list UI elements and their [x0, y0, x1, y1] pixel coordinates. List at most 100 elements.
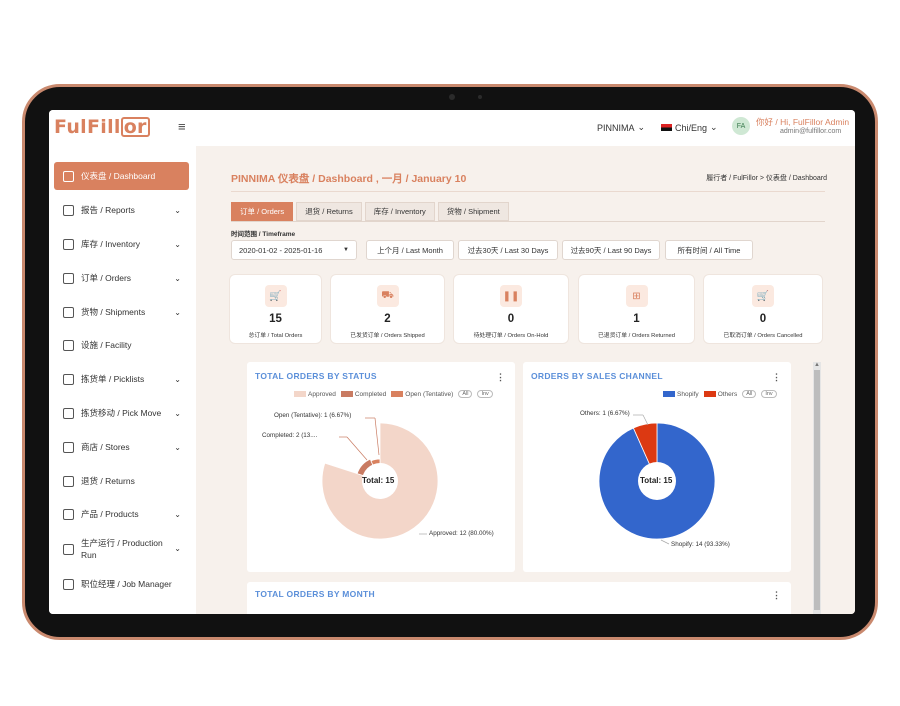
legend-item-others[interactable]: Others: [703, 390, 737, 398]
slice-label-completed: Completed: 2 (13....: [262, 432, 318, 439]
timeframe-label: 时间范围 / Timeframe: [231, 231, 296, 238]
tab-orders[interactable]: 订单 / Orders: [231, 202, 294, 221]
more-options-icon[interactable]: ⋮: [496, 372, 505, 382]
returns-icon: [63, 475, 74, 487]
sidebar-item-label: 设施 / Facility: [81, 340, 132, 350]
language-selector[interactable]: Chi/Eng ⌄: [661, 122, 718, 133]
sidebar-item-label: 产品 / Products: [81, 509, 139, 519]
sidebar-item-facility[interactable]: 设施 / Facility: [54, 331, 189, 359]
avatar[interactable]: FA: [732, 117, 750, 135]
sidebar-item-pick-move[interactable]: 拣货移动 / Pick Move ⌄: [54, 399, 189, 427]
legend-item-open-tentative[interactable]: Open (Tentative): [391, 391, 453, 398]
tab-shipment[interactable]: 货物 / Shipment: [437, 202, 509, 221]
stat-card-orders-cancelled[interactable]: 🛒 0 已取消订单 / Orders Cancelled: [703, 274, 823, 344]
scroll-up-icon: ▲: [814, 362, 820, 368]
picklists-icon: [63, 373, 74, 385]
sidebar-item-returns[interactable]: 退货 / Returns: [54, 467, 189, 495]
label-leader: [346, 436, 368, 461]
chevron-down-icon: ⌄: [174, 374, 181, 384]
org-name: PINNIMA: [597, 122, 635, 133]
last-30-days-button[interactable]: 过去30天 / Last 30 Days: [458, 240, 558, 260]
orders-icon: [63, 272, 74, 284]
sidebar: 仪表盘 / Dashboard 报告 / Reports ⌄ 库存 / Inve…: [49, 146, 196, 614]
legend-all-pill[interactable]: All: [742, 390, 757, 398]
cart-icon: 🛒: [264, 285, 287, 307]
stat-card-orders-returned[interactable]: ⊞ 1 已退货订单 / Orders Returned: [578, 274, 695, 344]
legend-all-pill[interactable]: All: [458, 390, 473, 398]
tab-inventory[interactable]: 库存 / Inventory: [364, 202, 435, 221]
pie-center-hole: [362, 463, 398, 499]
sidebar-item-inventory[interactable]: 库存 / Inventory ⌄: [54, 230, 189, 258]
reports-icon: [63, 204, 74, 216]
legend-label: Completed: [354, 390, 387, 398]
language-label: Chi/Eng: [675, 122, 708, 133]
tab-bar: 订单 / Orders 退货 / Returns 库存 / Inventory …: [231, 202, 509, 221]
sidebar-item-label: 拣货移动 / Pick Move: [81, 408, 162, 418]
production-icon: [63, 543, 74, 555]
legend-swatch: [703, 390, 716, 397]
stat-label: 已发货订单 / Orders Shipped: [350, 333, 425, 339]
sidebar-item-products[interactable]: 产品 / Products ⌄: [54, 500, 189, 528]
last-month-button[interactable]: 上个月 / Last Month: [366, 240, 454, 260]
logo-boxed-text: or: [120, 117, 150, 137]
slice-label-shopify: Shopify: 14 (93.33%): [671, 541, 730, 548]
legend-inv-pill[interactable]: Inv: [761, 390, 777, 398]
top-bar: FulFill or ≡ PINNIMA ⌄ Chi/Eng ⌄ FA 你好 / …: [49, 110, 855, 146]
stat-card-orders-shipped[interactable]: ⛟ 2 已发货订单 / Orders Shipped: [330, 274, 445, 344]
chevron-down-icon: ⌄: [174, 307, 181, 317]
legend-item-shopify[interactable]: Shopify: [663, 391, 699, 398]
slice-label-others: Others: 1 (6.67%): [580, 410, 630, 417]
date-range-select[interactable]: 2020-01-02 - 2025-01-16 ▼: [231, 240, 357, 260]
pie-slice-approved[interactable]: [321, 422, 439, 540]
stat-card-orders-on-hold[interactable]: ❚❚ 0 待处理订单 / Orders On-Hold: [453, 274, 569, 344]
chevron-down-icon: ⌄: [174, 408, 181, 418]
sidebar-item-label: 订单 / Orders: [81, 273, 132, 283]
scrollbar[interactable]: ▲: [813, 362, 821, 614]
stores-icon: [63, 441, 74, 453]
legend-item-approved[interactable]: Approved: [294, 391, 336, 398]
sidebar-item-job-manager[interactable]: 职位经理 / Job Manager: [54, 570, 189, 598]
more-options-icon[interactable]: ⋮: [772, 372, 781, 382]
sidebar-item-picklists[interactable]: 拣货单 / Picklists ⌄: [54, 365, 189, 393]
channel-pie-svg: [598, 414, 716, 545]
sidebar-item-orders[interactable]: 订单 / Orders ⌄: [54, 264, 189, 292]
sidebar-item-production-run[interactable]: 生产运行 / Production Run ⌄: [54, 532, 189, 566]
sensor-icon: [478, 95, 482, 99]
legend-item-completed[interactable]: Completed: [340, 390, 387, 398]
sidebar-item-label: 库存 / Inventory: [81, 239, 141, 249]
label-leader: [660, 539, 670, 545]
stat-value: 2: [384, 313, 391, 325]
tab-returns[interactable]: 退货 / Returns: [296, 202, 362, 221]
last-90-days-button[interactable]: 过去90天 / Last 90 Days: [562, 240, 660, 260]
chevron-down-icon: ⌄: [174, 239, 181, 249]
stat-label: 已取消订单 / Orders Cancelled: [723, 333, 803, 339]
menu-toggle-icon[interactable]: ≡: [178, 119, 186, 134]
slice-label-open: Open (Tentative): 1 (6.67%): [274, 412, 352, 419]
job-manager-icon: [63, 578, 74, 590]
sidebar-item-reports[interactable]: 报告 / Reports ⌄: [54, 196, 189, 224]
org-selector[interactable]: PINNIMA ⌄: [597, 122, 645, 133]
app-logo[interactable]: FulFill or: [54, 116, 150, 138]
stat-value: 15: [269, 313, 282, 325]
legend-inv-pill[interactable]: Inv: [477, 390, 493, 398]
sidebar-item-label: 职位经理 / Job Manager: [81, 579, 172, 589]
breadcrumb[interactable]: 履行者 / FulFillor > 仪表盘 / Dashboard: [706, 175, 827, 182]
sidebar-item-label: 仪表盘 / Dashboard: [81, 171, 156, 181]
chart-legend: Shopify Others All Inv: [663, 390, 777, 398]
return-box-icon: ⊞: [625, 285, 648, 307]
chart-title: TOTAL ORDERS BY MONTH: [255, 589, 375, 599]
stat-value: 0: [507, 313, 515, 325]
status-pie-svg: [321, 417, 439, 540]
scrollbar-thumb[interactable]: [814, 370, 820, 610]
sidebar-item-stores[interactable]: 商店 / Stores ⌄: [54, 433, 189, 461]
all-time-button[interactable]: 所有时间 / All Time: [665, 240, 753, 260]
legend-swatch: [663, 390, 675, 397]
more-options-icon[interactable]: ⋮: [772, 590, 781, 600]
stat-card-total-orders[interactable]: 🛒 15 总订单 / Total Orders: [229, 274, 322, 344]
main-content: PINNIMA 仪表盘 / Dashboard , 一月 / January 1…: [196, 146, 855, 614]
sidebar-item-shipments[interactable]: 货物 / Shipments ⌄: [54, 298, 189, 326]
pause-icon: ❚❚: [500, 285, 522, 307]
sidebar-item-dashboard[interactable]: 仪表盘 / Dashboard: [54, 162, 189, 190]
pie-center-label: Total: 15: [640, 476, 673, 485]
chart-card-orders-by-channel: ORDERS BY SALES CHANNEL ⋮ Shopify Others…: [523, 362, 791, 572]
